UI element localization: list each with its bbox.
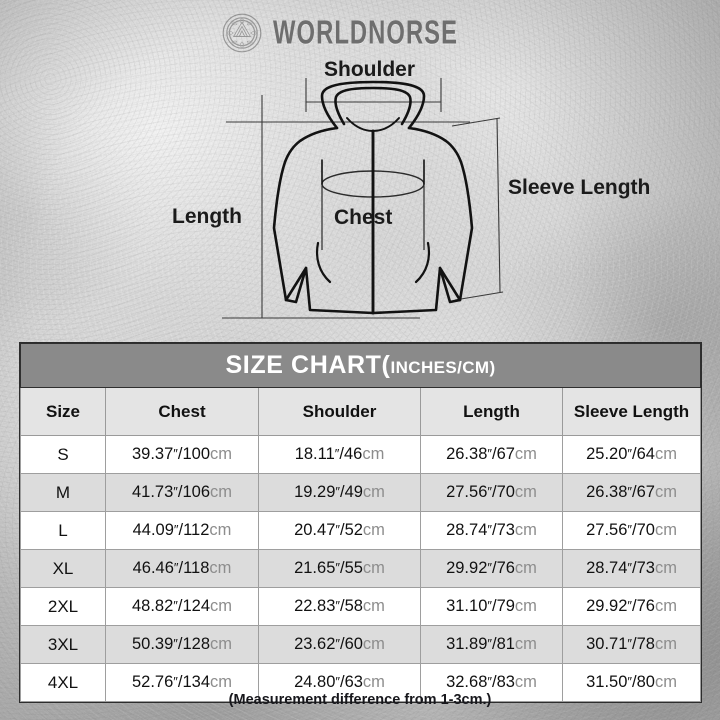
cell-size: S — [20, 435, 106, 474]
table-row: 4XL 52.76″/134cm 24.80″/63cm 32.68″/83cm 31.… — [20, 663, 702, 702]
zip-hoodie-outline-icon — [272, 80, 474, 315]
table-body: S 39.37″/100cm 18.11″/46cm 26.38″/67cm 25.20… — [20, 435, 702, 702]
cell-shoulder: 20.47″/52cm — [258, 511, 421, 550]
column-header-size: Size — [20, 387, 106, 436]
label-length: Length — [172, 205, 242, 228]
cell-length: 32.68″/83cm — [420, 663, 563, 702]
table-row: XL 46.46″/118cm 21.65″/55cm 29.92″/76cm 28.7… — [20, 549, 702, 588]
cell-sleeve-length: 27.56″/70cm — [561, 511, 702, 550]
column-header-chest: Chest — [105, 387, 259, 436]
cell-length: 29.92″/76cm — [420, 549, 563, 588]
cell-chest: 41.73″/106cm — [105, 473, 259, 512]
garment-measurement-diagram: Shoulder Sleeve Length Length Chest — [0, 0, 720, 340]
cell-length: 26.38″/67cm — [420, 435, 563, 474]
cell-sleeve-length: 26.38″/67cm — [561, 473, 702, 512]
table-row: L 44.09″/112cm 20.47″/52cm 28.74″/73cm 27.56… — [20, 511, 702, 550]
chart-title-units: INCHES/CM) — [390, 358, 496, 377]
cell-size: L — [20, 511, 106, 550]
cell-shoulder: 22.83″/58cm — [258, 587, 421, 626]
cell-size: M — [20, 473, 106, 512]
cell-shoulder: 24.80″/63cm — [258, 663, 421, 702]
table-column-headers: Size Chest Shoulder Length Sleeve Length — [20, 387, 702, 436]
cell-chest: 50.39″/128cm — [105, 625, 259, 664]
chart-title-main: SIZE CHART( — [225, 351, 391, 379]
cell-length: 31.89″/81cm — [420, 625, 563, 664]
cell-chest: 48.82″/124cm — [105, 587, 259, 626]
cell-chest: 39.37″/100cm — [105, 435, 259, 474]
cell-sleeve-length: 25.20″/64cm — [561, 435, 702, 474]
cell-length: 27.56″/70cm — [420, 473, 563, 512]
label-shoulder: Shoulder — [324, 58, 416, 81]
label-chest: Chest — [334, 206, 393, 229]
cell-shoulder: 21.65″/55cm — [258, 549, 421, 588]
column-header-length: Length — [420, 387, 563, 436]
cell-shoulder: 23.62″/60cm — [258, 625, 421, 664]
table-row: 2XL 48.82″/124cm 22.83″/58cm 31.10″/79cm 29.… — [20, 587, 702, 626]
label-sleeve-length: Sleeve Length — [508, 176, 651, 199]
cell-length: 31.10″/79cm — [420, 587, 563, 626]
table-title-cell: SIZE CHART(INCHES/CM) — [19, 343, 702, 388]
cell-length: 28.74″/73cm — [420, 511, 563, 550]
cell-sleeve-length: 30.71″/78cm — [561, 625, 702, 664]
cell-size: 2XL — [20, 587, 106, 626]
size-chart-table: SIZE CHART(INCHES/CM) Size Chest Shoulde… — [19, 343, 702, 702]
brand-name: WORLDNORSE — [272, 13, 458, 51]
size-chart-table-wrapper: SIZE CHART(INCHES/CM) Size Chest Shoulde… — [19, 343, 702, 702]
table-row: M 41.73″/106cm 19.29″/49cm 27.56″/70cm 26.38… — [20, 473, 702, 512]
table-row: S 39.37″/100cm 18.11″/46cm 26.38″/67cm 25.20… — [20, 435, 702, 474]
column-header-shoulder: Shoulder — [258, 387, 421, 436]
cell-sleeve-length: 29.92″/76cm — [561, 587, 702, 626]
cell-shoulder: 19.29″/49cm — [258, 473, 421, 512]
cell-size: 4XL — [20, 663, 106, 702]
table-row: 3XL 50.39″/128cm 23.62″/60cm 31.89″/81cm 30.… — [20, 625, 702, 664]
cell-chest: 46.46″/118cm — [105, 549, 259, 588]
cell-sleeve-length: 31.50″/80cm — [561, 663, 702, 702]
valknut-circle-logo-icon — [222, 13, 262, 53]
column-header-sleeve-length: Sleeve Length — [561, 387, 702, 436]
brand-header: WORLDNORSE — [0, 9, 720, 57]
cell-chest: 52.76″/134cm — [105, 663, 259, 702]
table-title-row: SIZE CHART(INCHES/CM) — [19, 343, 702, 388]
cell-size: 3XL — [20, 625, 106, 664]
cell-size: XL — [20, 549, 106, 588]
chart-title: SIZE CHART(INCHES/CM) — [226, 351, 496, 379]
measurement-guide-lines — [222, 78, 504, 319]
measurement-footnote: (Measurement difference from 1-3cm.) — [228, 692, 492, 708]
cell-chest: 44.09″/112cm — [105, 511, 259, 550]
cell-shoulder: 18.11″/46cm — [258, 435, 421, 474]
cell-sleeve-length: 28.74″/73cm — [561, 549, 702, 588]
